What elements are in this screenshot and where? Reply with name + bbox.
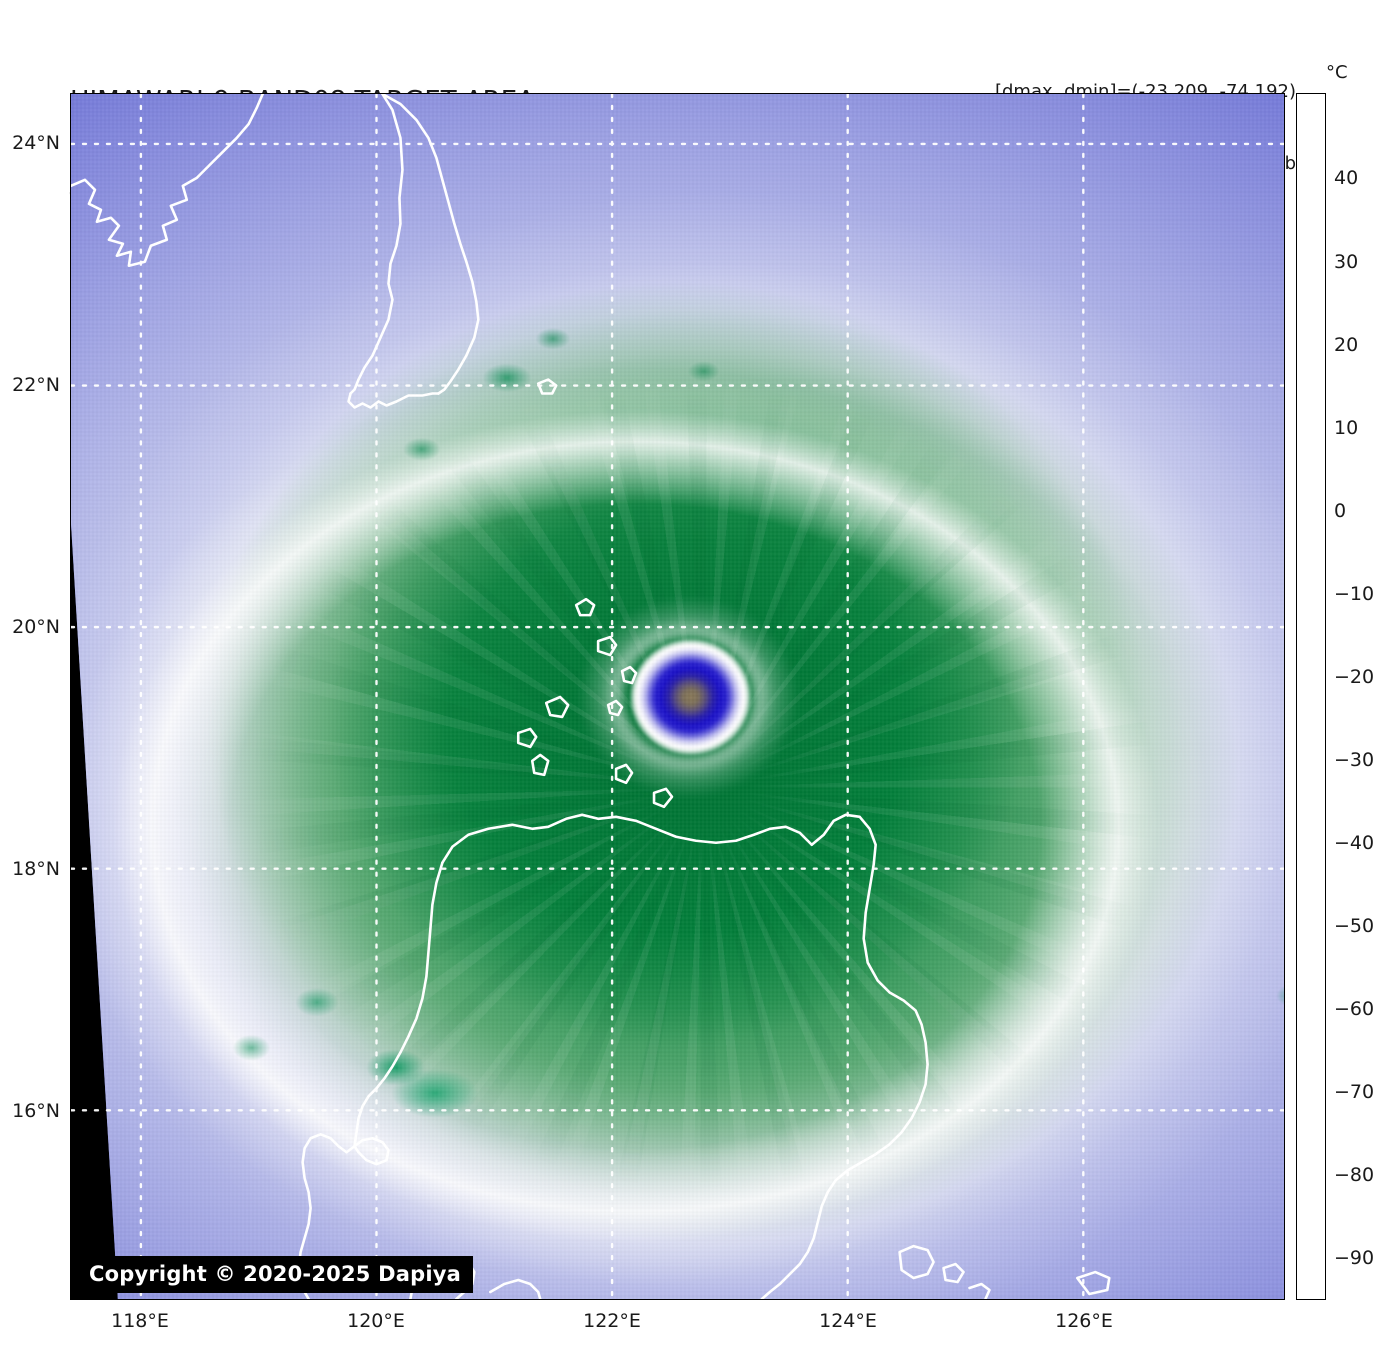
colorbar-tick-m80: −80 xyxy=(1334,1164,1375,1186)
colorbar-tick-m20: −20 xyxy=(1334,666,1375,688)
colorbar-tick-m60: −60 xyxy=(1334,998,1375,1020)
x-tick-label-126E: 126°E xyxy=(1055,1310,1113,1332)
colorbar-tick-10: 10 xyxy=(1334,417,1359,439)
graticule xyxy=(71,94,1284,1299)
x-tick-label-120E: 120°E xyxy=(347,1310,405,1332)
x-tick-label-118E: 118°E xyxy=(111,1310,169,1332)
vector-overlay xyxy=(71,94,1284,1299)
map-plot-area[interactable]: Copyright © 2020-2025 Dapiya xyxy=(70,93,1285,1300)
colorbar[interactable] xyxy=(1296,93,1326,1300)
coastlines xyxy=(71,94,1111,1299)
colorbar-tick-20: 20 xyxy=(1334,334,1359,356)
y-tick-label-24N: 24°N xyxy=(12,132,60,154)
colorbar-tick-40: 40 xyxy=(1334,167,1359,189)
colorbar-tick-0: 0 xyxy=(1334,500,1347,522)
y-tick-label-16N: 16°N xyxy=(12,1100,60,1122)
x-tick-label-124E: 124°E xyxy=(819,1310,877,1332)
colorbar-tick-m50: −50 xyxy=(1334,915,1375,937)
colorbar-tick-m70: −70 xyxy=(1334,1081,1375,1103)
colorbar-gradient xyxy=(1296,93,1326,1300)
pixel-texture-layer xyxy=(71,94,1284,1299)
satellite-swath xyxy=(71,94,1284,1299)
storm-eye xyxy=(623,637,752,756)
copyright-notice: Copyright © 2020-2025 Dapiya xyxy=(77,1256,473,1293)
colorbar-tick-m30: −30 xyxy=(1334,749,1375,771)
y-tick-label-20N: 20°N xyxy=(12,616,60,638)
colorbar-tick-m10: −10 xyxy=(1334,583,1375,605)
y-tick-label-18N: 18°N xyxy=(12,858,60,880)
x-tick-label-122E: 122°E xyxy=(583,1310,641,1332)
colorbar-tick-m90: −90 xyxy=(1334,1247,1375,1269)
y-tick-label-22N: 22°N xyxy=(12,374,60,396)
colorbar-tick-30: 30 xyxy=(1334,251,1359,273)
colorbar-unit-label: °C xyxy=(1326,62,1348,83)
satellite-raster xyxy=(71,94,1284,1299)
colorbar-tick-m40: −40 xyxy=(1334,832,1375,854)
